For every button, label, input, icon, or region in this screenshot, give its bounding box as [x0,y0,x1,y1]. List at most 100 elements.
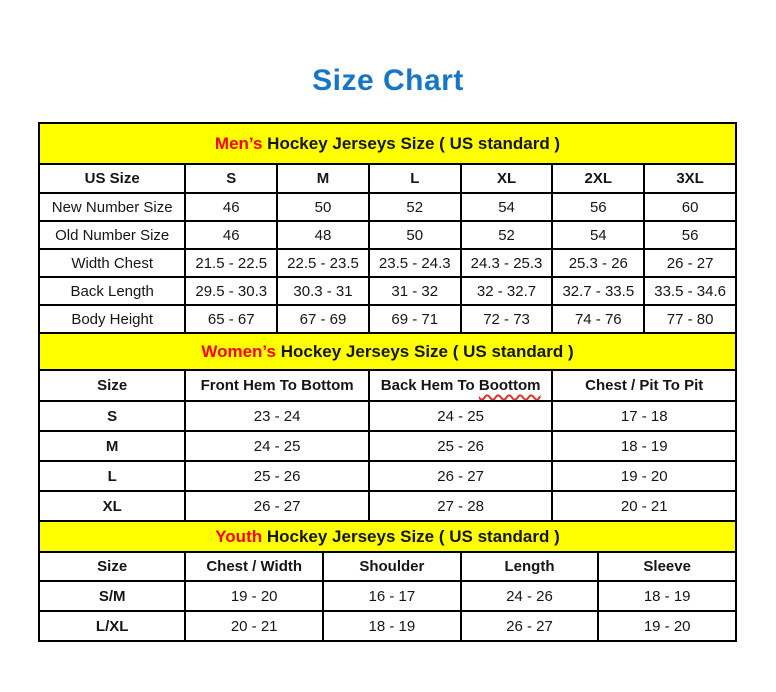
size-value: 54 [459,192,554,222]
row-label: Body Height [37,304,187,334]
column-header: Front Hem To Bottom [184,369,370,402]
size-value: 77 - 80 [643,304,737,334]
size-value: 48 [276,220,370,250]
row-label: S/M [37,580,187,612]
column-header: M [276,163,370,194]
size-value: 21.5 - 22.5 [184,248,279,278]
column-header: Back Hem To Boottom [367,369,554,402]
size-value: 26 - 27 [643,248,737,278]
size-value: 50 [367,220,462,250]
row-label: New Number Size [37,192,187,222]
size-value: 18 - 19 [551,430,737,462]
page-title: Size Chart [312,64,464,97]
size-value: 67 - 69 [276,304,370,334]
row-label: L [37,460,187,492]
size-value: 60 [643,192,737,222]
table-row: Back Length 29.5 - 30.3 30.3 - 31 31 - 32 32… [37,276,737,306]
size-value: 19 - 20 [551,460,737,492]
column-header: S [184,163,279,194]
size-value: 30.3 - 31 [276,276,370,306]
column-header: 3XL [643,163,737,194]
size-value: 27 - 28 [367,490,554,522]
table-row: XL 26 - 27 27 - 28 20 - 21 [37,490,737,522]
misspelled-word: Boottom [478,377,541,394]
row-label: S [37,400,187,432]
size-value: 46 [184,220,279,250]
size-value: 17 - 18 [551,400,737,432]
column-header-row: US Size S M L XL 2XL 3XL [37,163,737,194]
size-value: 23.5 - 24.3 [367,248,462,278]
table-row: S 23 - 24 24 - 25 17 - 18 [37,400,737,432]
size-value: 19 - 20 [597,610,737,642]
size-value: 26 - 27 [459,610,600,642]
size-value: 25 - 26 [184,460,370,492]
size-value: 25 - 26 [367,430,554,462]
size-value: 23 - 24 [184,400,370,432]
mens-size-table: Men’s Hockey Jerseys Size ( US standard … [37,122,737,334]
size-value: 18 - 19 [322,610,462,642]
column-header-row: Size Chest / Width Shoulder Length Sleeve [37,551,737,582]
size-value: 25.3 - 26 [551,248,646,278]
section-header-band: Youth Hockey Jerseys Size ( US standard … [38,520,737,553]
size-value: 24 - 25 [367,400,554,432]
size-value: 56 [643,220,737,250]
section-title-text: Hockey Jerseys Size ( US standard ) [275,341,574,361]
column-header: Chest / Width [184,551,325,582]
size-value: 24 - 25 [184,430,370,462]
size-value: 32.7 - 33.5 [551,276,646,306]
size-value: 18 - 19 [597,580,737,612]
section-header-band: Men’s Hockey Jerseys Size ( US standard … [38,122,737,165]
column-header-row: Size Front Hem To Bottom Back Hem To Boott… [37,369,737,402]
column-header: Shoulder [322,551,462,582]
column-header: Size [37,369,187,402]
size-value: 52 [459,220,554,250]
column-header: Sleeve [597,551,737,582]
size-value: 20 - 21 [184,610,325,642]
section-title: Men’s Hockey Jerseys Size ( US standard … [38,122,737,165]
table-row: Width Chest 21.5 - 22.5 22.5 - 23.5 23.5 - … [37,248,737,278]
column-header: L [367,163,462,194]
size-value: 32 - 32.7 [459,276,554,306]
size-value: 46 [184,192,279,222]
table-row: S/M 19 - 20 16 - 17 24 - 26 18 - 19 [37,580,737,612]
column-header: XL [459,163,554,194]
size-value: 16 - 17 [322,580,462,612]
size-value: 26 - 27 [184,490,370,522]
table-row: Old Number Size 46 48 50 52 54 56 [37,220,737,250]
size-value: 19 - 20 [184,580,325,612]
size-value: 31 - 32 [367,276,462,306]
section-title-highlight: Men’s [214,133,263,153]
section-title: Women’s Hockey Jerseys Size ( US standar… [38,332,737,371]
size-value: 74 - 76 [551,304,646,334]
womens-size-table: Women’s Hockey Jerseys Size ( US standar… [37,332,737,522]
row-label: M [37,430,187,462]
size-value: 52 [367,192,462,222]
column-header: US Size [37,163,187,194]
size-value: 72 - 73 [459,304,554,334]
size-value: 26 - 27 [367,460,554,492]
size-value: 50 [276,192,370,222]
size-value: 24.3 - 25.3 [459,248,554,278]
row-label: Old Number Size [37,220,187,250]
size-value: 22.5 - 23.5 [276,248,370,278]
size-value: 24 - 26 [459,580,600,612]
column-header: Size [37,551,187,582]
table-row: L/XL 20 - 21 18 - 19 26 - 27 19 - 20 [37,610,737,642]
size-tables-container: Men’s Hockey Jerseys Size ( US standard … [37,122,737,642]
size-value: 20 - 21 [551,490,737,522]
section-header-band: Women’s Hockey Jerseys Size ( US standar… [38,332,737,371]
youth-size-table: Youth Hockey Jerseys Size ( US standard … [37,520,737,642]
size-value: 54 [551,220,646,250]
section-title-highlight: Youth [215,526,263,546]
size-value: 69 - 71 [367,304,462,334]
row-label: Width Chest [37,248,187,278]
table-row: L 25 - 26 26 - 27 19 - 20 [37,460,737,492]
section-title-text: Hockey Jerseys Size ( US standard ) [262,526,560,546]
row-label: L/XL [37,610,187,642]
size-value: 56 [551,192,646,222]
row-label: Back Length [37,276,187,306]
column-header: Length [459,551,600,582]
column-header: Chest / Pit To Pit [551,369,737,402]
section-title-highlight: Women’s [201,341,276,361]
